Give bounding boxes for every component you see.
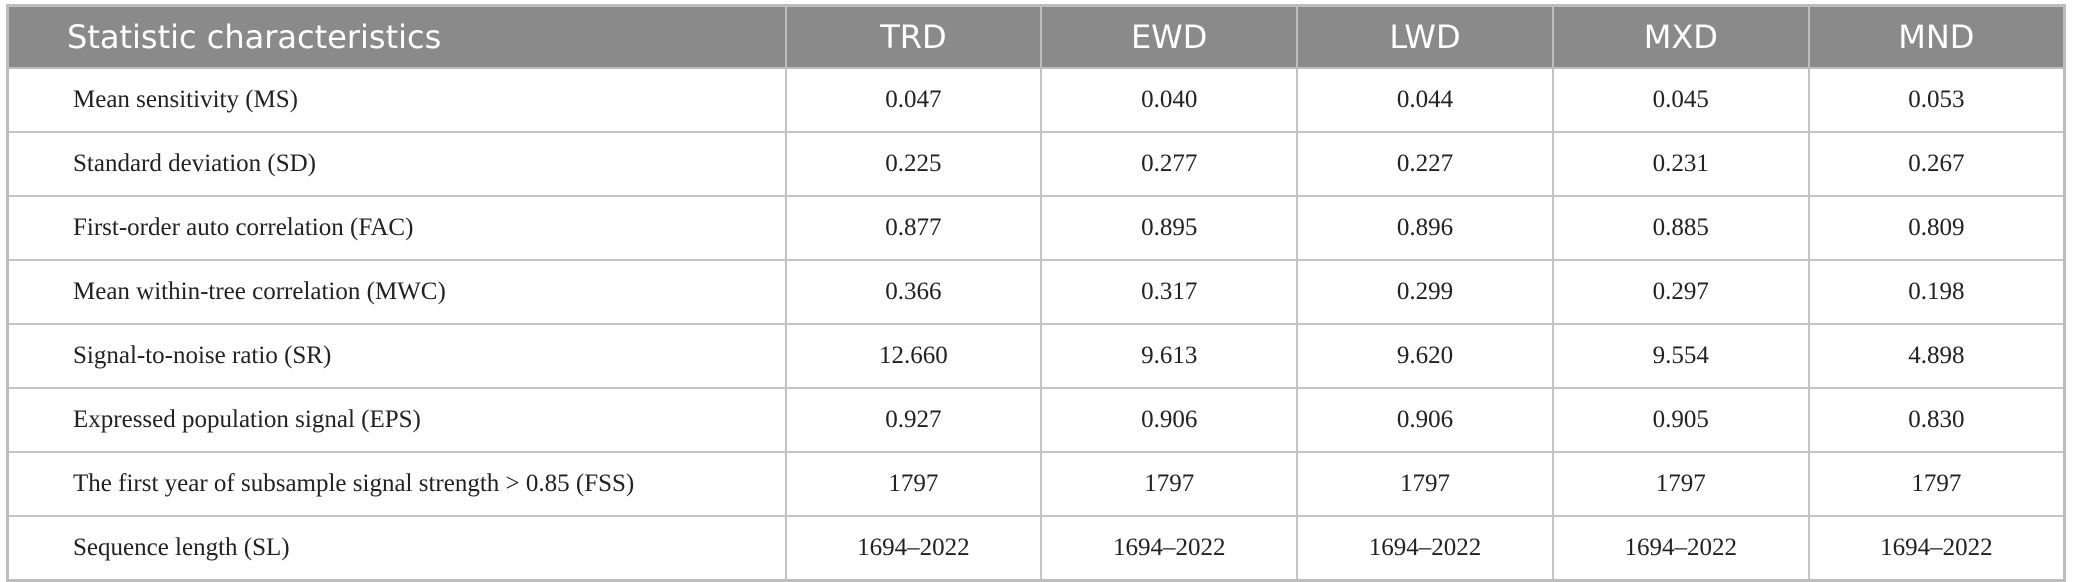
table-row: Mean within-tree correlation (MWC) 0.366 0… [6,259,2066,325]
cell: 0.198 [1807,259,2066,325]
row-label: Standard deviation (SD) [6,131,787,197]
cell: 0.231 [1551,131,1810,197]
header-cell: LWD [1296,4,1554,69]
cell: 9.554 [1551,323,1810,389]
table-row: Expressed population signal (EPS) 0.927 0.… [6,387,2066,453]
cell: 0.885 [1551,195,1810,261]
cell: 0.045 [1551,67,1810,133]
header-cell: TRD [784,4,1043,69]
row-label: Mean within-tree correlation (MWC) [6,259,787,325]
table-row: Standard deviation (SD) 0.225 0.277 0.227 0.… [6,131,2066,197]
cell: 0.299 [1296,259,1554,325]
cell: 0.877 [784,195,1043,261]
row-label: The first year of subsample signal stren… [6,451,787,517]
table-row: Mean sensitivity (MS) 0.047 0.040 0.044 0.04… [6,67,2066,133]
cell: 1797 [1040,451,1299,517]
cell: 1694–2022 [1807,515,2066,582]
cell: 0.905 [1551,387,1810,453]
table-row: Signal-to-noise ratio (SR) 12.660 9.613 9.6… [6,323,2066,389]
cell: 0.830 [1807,387,2066,453]
cell: 0.277 [1040,131,1299,197]
cell: 0.906 [1296,387,1554,453]
cell: 0.896 [1296,195,1554,261]
row-label: Signal-to-noise ratio (SR) [6,323,787,389]
cell: 0.053 [1807,67,2066,133]
cell: 0.366 [784,259,1043,325]
cell: 1694–2022 [1296,515,1554,582]
table-row: First-order auto correlation (FAC) 0.877 0… [6,195,2066,261]
header-cell: MND [1807,4,2066,69]
cell: 0.906 [1040,387,1299,453]
table-row: The first year of subsample signal stren… [6,451,2066,517]
cell: 1694–2022 [1551,515,1810,582]
cell: 9.613 [1040,323,1299,389]
header-cell: MXD [1551,4,1810,69]
cell: 1797 [1551,451,1810,517]
cell: 1694–2022 [784,515,1043,582]
cell: 0.047 [784,67,1043,133]
cell: 0.227 [1296,131,1554,197]
row-label: First-order auto correlation (FAC) [6,195,787,261]
cell: 1694–2022 [1040,515,1299,582]
cell: 0.297 [1551,259,1810,325]
statistics-table: Statistic characteristics TRD EWD LWD MXD MND… [6,4,2066,582]
cell: 0.317 [1040,259,1299,325]
cell: 0.895 [1040,195,1299,261]
table-row: Sequence length (SL) 1694–2022 1694–2022 16… [6,515,2066,582]
header-cell: EWD [1040,4,1299,69]
row-label: Expressed population signal (EPS) [6,387,787,453]
row-label: Sequence length (SL) [6,515,787,582]
cell: 0.809 [1807,195,2066,261]
cell: 4.898 [1807,323,2066,389]
cell: 0.267 [1807,131,2066,197]
header-row: Statistic characteristics TRD EWD LWD MXD MND [6,4,2066,69]
cell: 1797 [1807,451,2066,517]
cell: 0.040 [1040,67,1299,133]
cell: 9.620 [1296,323,1554,389]
cell: 1797 [784,451,1043,517]
cell: 0.927 [784,387,1043,453]
cell: 12.660 [784,323,1043,389]
row-label: Mean sensitivity (MS) [6,67,787,133]
cell: 0.225 [784,131,1043,197]
header-cell: Statistic characteristics [6,4,787,69]
cell: 0.044 [1296,67,1554,133]
cell: 1797 [1296,451,1554,517]
table-wrapper: Statistic characteristics TRD EWD LWD MXD MND… [6,4,2066,582]
